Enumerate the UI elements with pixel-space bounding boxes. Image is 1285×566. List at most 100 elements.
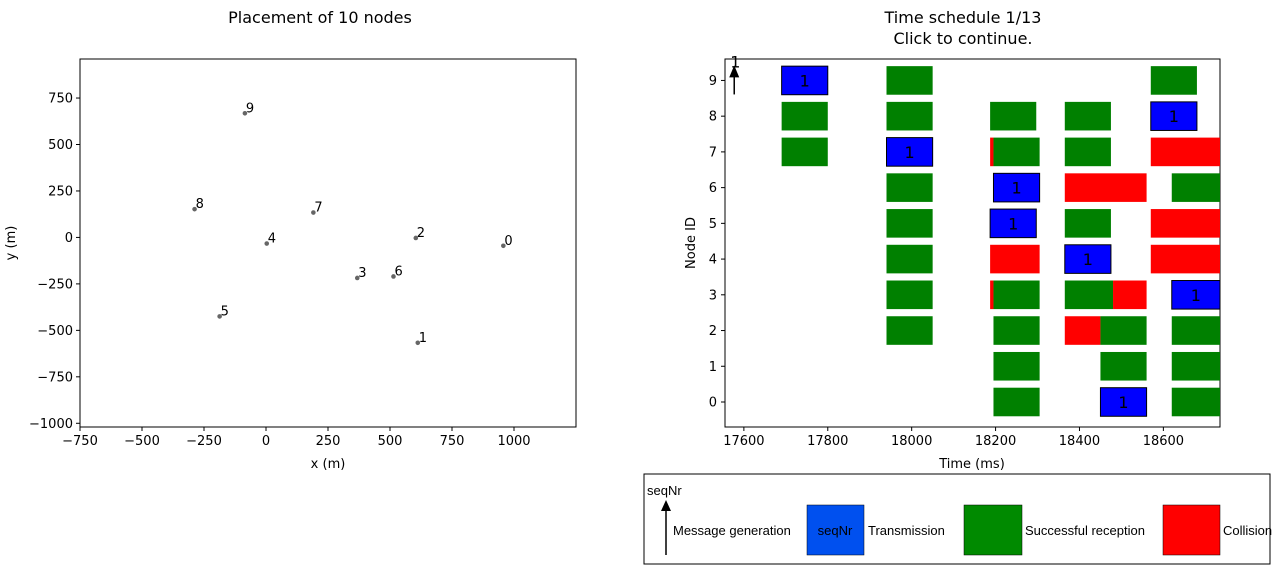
reception-block xyxy=(990,101,1037,131)
reception-block xyxy=(993,137,1040,167)
y-tick-label: 0 xyxy=(65,231,73,246)
reception-block xyxy=(886,316,933,345)
node-point xyxy=(311,210,316,215)
node-label: 6 xyxy=(394,264,402,279)
reception-block xyxy=(1150,66,1197,95)
schedule-chart[interactable]: Time schedule 1/13 Click to continue. 1 1… xyxy=(684,8,1221,472)
y-tick-label: 1 xyxy=(709,360,717,375)
reception-block xyxy=(993,316,1040,345)
node-point xyxy=(217,314,222,319)
schedule-chart-subtitle[interactable]: Click to continue. xyxy=(893,29,1032,48)
node-label: 4 xyxy=(268,232,276,247)
node-label: 2 xyxy=(417,226,425,241)
legend-collision-swatch xyxy=(1162,504,1221,556)
transmission-block xyxy=(1064,244,1112,274)
y-tick-label: −250 xyxy=(37,277,73,292)
legend-collision-text: Collision xyxy=(1223,523,1272,538)
node-point xyxy=(264,241,270,246)
reception-block xyxy=(1100,316,1147,345)
transmission-block xyxy=(781,65,829,96)
x-tick-label: 17600 xyxy=(723,434,764,449)
generation-arrowhead-icon xyxy=(729,65,740,78)
placement-y-label: y (m) xyxy=(4,226,19,261)
reception-block xyxy=(1100,351,1147,381)
legend-generation-arrowhead-icon xyxy=(661,500,671,511)
reception-block xyxy=(1171,351,1220,381)
transmission-block xyxy=(1150,101,1198,131)
reception-block xyxy=(1064,280,1114,310)
x-tick-label: 0 xyxy=(262,434,270,449)
node-label: 0 xyxy=(504,234,512,249)
y-tick-label: 2 xyxy=(709,324,717,339)
schedule-chart-title: Time schedule 1/13 xyxy=(884,8,1042,27)
transmission-block xyxy=(992,172,1041,203)
schedule-y-label: Node ID xyxy=(684,217,699,269)
y-tick-label: 250 xyxy=(48,184,73,199)
node-point xyxy=(354,275,360,281)
legend-generation-text: Message generation xyxy=(673,523,791,538)
node-point xyxy=(413,235,419,241)
legend: seqNr Message generation seqNr Transmiss… xyxy=(643,473,1272,565)
collision-block xyxy=(990,244,1040,274)
y-tick-label: 0 xyxy=(709,395,717,410)
node-point xyxy=(192,206,197,212)
schedule-x-label: Time (ms) xyxy=(938,457,1005,472)
schedule-plot-frame xyxy=(724,58,1221,428)
node-point xyxy=(242,110,248,116)
x-tick-label: 17800 xyxy=(807,434,848,449)
x-tick-label: 18200 xyxy=(975,434,1016,449)
placement-x-ticks: −750 −500 −250 0 250 500 750 1000 xyxy=(62,427,531,449)
reception-block xyxy=(886,173,933,202)
reception-block xyxy=(1064,101,1111,131)
x-tick-label: 250 xyxy=(316,434,341,449)
node-label: 9 xyxy=(246,101,254,116)
node-point xyxy=(391,274,396,279)
reception-block xyxy=(1171,173,1220,202)
placement-y-ticks: 750 500 250 0 −250 −500 −750 −1000 xyxy=(29,92,80,432)
schedule-y-ticks: 0 1 2 3 4 5 6 7 8 9 xyxy=(709,74,725,410)
transmission-block xyxy=(886,137,934,167)
reception-block xyxy=(886,209,933,238)
node-label: 1 xyxy=(419,331,427,346)
x-tick-label: 750 xyxy=(440,434,465,449)
transmission-seqnr-label: 1 xyxy=(904,143,914,162)
y-tick-label: 6 xyxy=(709,181,717,196)
reception-block xyxy=(993,387,1040,417)
x-tick-label: 500 xyxy=(378,434,403,449)
collision-block xyxy=(1150,137,1220,167)
legend-reception-text: Successful reception xyxy=(1025,523,1145,538)
placement-plot-frame xyxy=(79,58,577,428)
node-point xyxy=(501,243,506,249)
collision-block xyxy=(990,280,994,310)
schedule-blocks: 1 1 1 1 1 1 1 1 xyxy=(781,65,1221,417)
x-tick-label: −750 xyxy=(62,434,98,449)
x-tick-label: −250 xyxy=(186,434,222,449)
node-label: 7 xyxy=(314,201,322,216)
node-label: 3 xyxy=(358,266,366,281)
reception-block xyxy=(886,66,933,95)
schedule-x-ticks: 17600 17800 18000 18200 18400 18600 xyxy=(723,427,1184,449)
placement-points: 0 1 2 3 4 5 6 7 8 9 xyxy=(192,101,513,346)
y-tick-label: 9 xyxy=(709,74,717,89)
placement-x-label: x (m) xyxy=(311,457,346,472)
x-tick-label: 18000 xyxy=(891,434,932,449)
transmission-seqnr-label: 1 xyxy=(1083,250,1093,269)
collision-block xyxy=(1150,244,1220,274)
node-label: 8 xyxy=(196,197,204,212)
reception-block xyxy=(1171,387,1220,417)
reception-block xyxy=(886,101,933,131)
collision-block xyxy=(1064,316,1101,345)
y-tick-label: 3 xyxy=(709,288,717,303)
reception-block xyxy=(1171,316,1220,345)
schedule-generation-markers: 1 xyxy=(729,52,740,95)
legend-transmission-box-label: seqNr xyxy=(818,523,853,538)
legend-generation-seqnr: seqNr xyxy=(647,483,682,498)
x-tick-label: −500 xyxy=(124,434,160,449)
collision-block xyxy=(1113,280,1147,310)
placement-chart: Placement of 10 nodes −750 −500 −250 0 250 50… xyxy=(4,8,577,472)
collision-block xyxy=(990,137,994,167)
placement-chart-title: Placement of 10 nodes xyxy=(228,8,412,27)
reception-block xyxy=(886,244,933,274)
legend-transmission-swatch xyxy=(806,504,865,556)
